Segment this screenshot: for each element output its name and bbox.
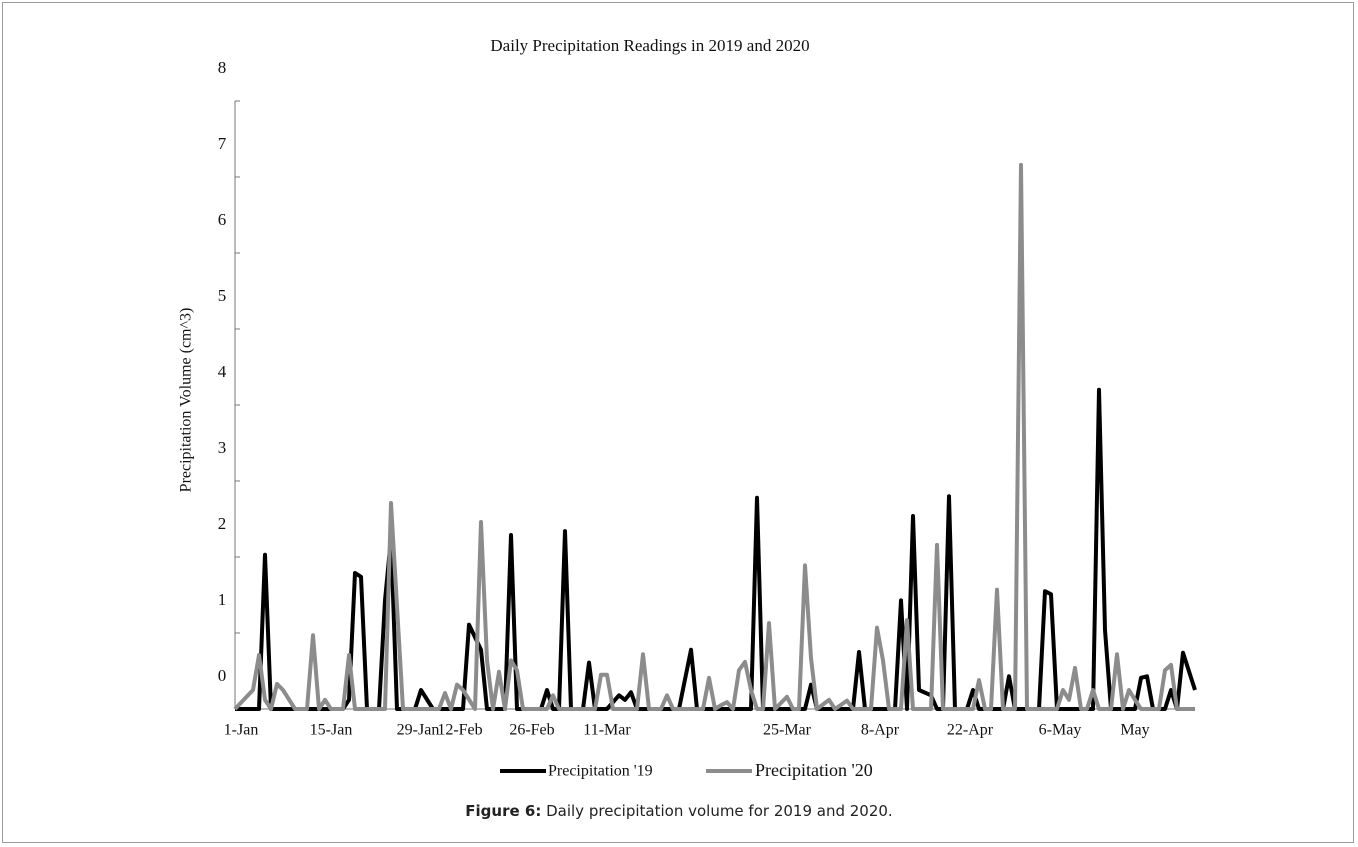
y-tick-label: 3 (218, 438, 227, 457)
caption-text: Daily precipitation volume for 2019 and … (546, 802, 893, 820)
x-tick-label: 12-Feb (437, 722, 482, 739)
y-axis-label: Precipitation Volume (cm^3) (178, 308, 195, 493)
chart-title: Daily Precipitation Readings in 2019 and… (490, 36, 809, 55)
x-tick-label: 22-Apr (947, 722, 994, 739)
y-tick-label: 5 (218, 286, 227, 305)
series-line (235, 387, 1197, 711)
series-line (233, 162, 1195, 711)
y-tick-label: 2 (218, 514, 227, 533)
legend-label: Precipitation '19 (548, 763, 653, 780)
x-tick-label: 26-Feb (509, 722, 554, 739)
x-tick-label: 15-Jan (310, 722, 353, 739)
y-tick-label: 1 (218, 590, 227, 609)
x-tick-label: May (1120, 722, 1149, 739)
y-tick-label: 6 (218, 210, 227, 229)
x-tick-label: 25-Mar (763, 722, 812, 739)
legend-label: Precipitation '20 (755, 760, 873, 780)
x-tick-label: 8-Apr (861, 722, 900, 739)
chart: Daily Precipitation Readings in 2019 and… (178, 36, 1197, 780)
caption-label: Figure 6: (465, 802, 542, 820)
y-tick-label: 0 (218, 666, 227, 685)
x-tick-label: 6-May (1039, 722, 1082, 739)
y-tick-label: 8 (218, 58, 227, 77)
x-tick-label: 11-Mar (583, 722, 631, 739)
x-tick-label: 1-Jan (224, 722, 259, 739)
caption: Figure 6: Daily precipitation volume for… (0, 802, 1358, 820)
y-tick-label: 7 (218, 134, 227, 153)
x-tick-label: 29-Jan (397, 722, 440, 739)
y-tick-label: 4 (218, 362, 227, 381)
